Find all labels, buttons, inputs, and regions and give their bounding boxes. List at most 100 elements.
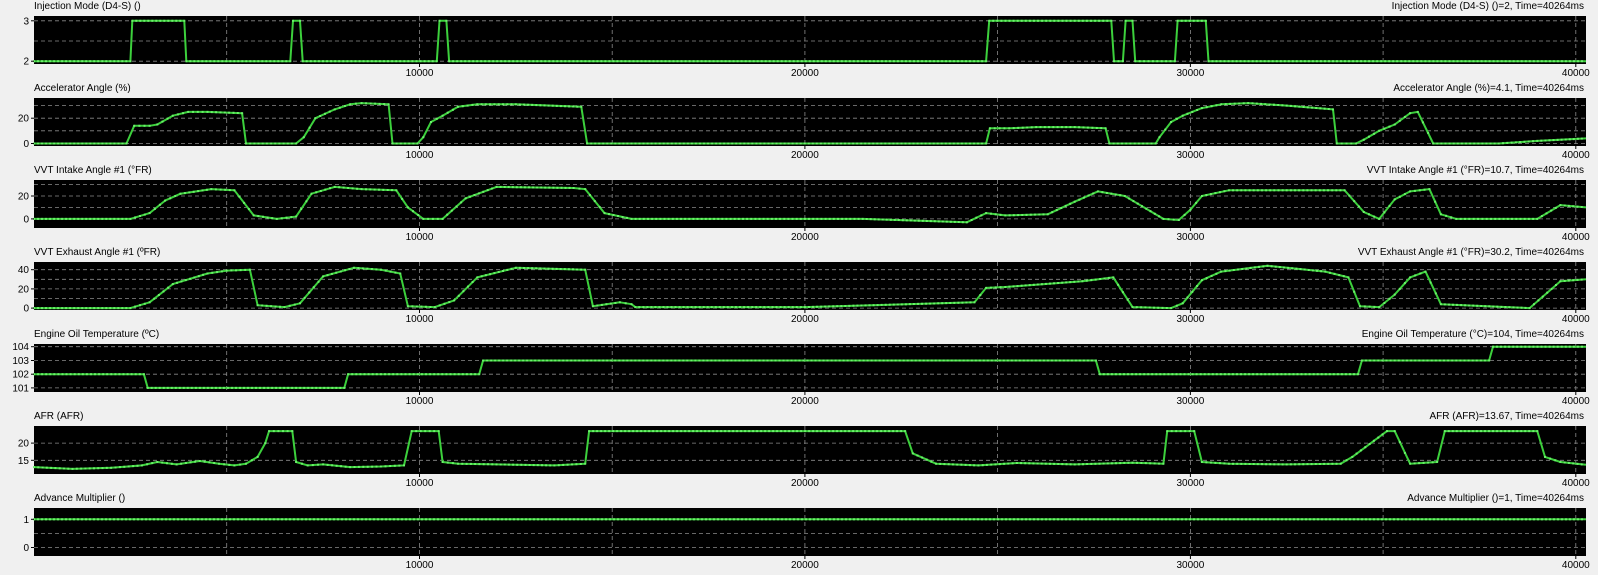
data-point	[45, 60, 47, 63]
data-point	[1393, 430, 1396, 433]
data-point	[101, 217, 104, 220]
data-point	[956, 463, 959, 466]
data-point	[1231, 60, 1234, 63]
data-point	[728, 430, 731, 433]
data-point	[1237, 268, 1239, 271]
data-point	[1523, 217, 1526, 220]
data-point	[1049, 518, 1051, 521]
data-point	[501, 518, 503, 521]
data-point	[114, 373, 117, 376]
data-point	[54, 467, 57, 470]
data-point	[985, 142, 988, 145]
data-point	[206, 272, 209, 275]
data-point	[166, 117, 169, 120]
data-point	[941, 220, 944, 223]
data-point	[121, 60, 124, 63]
data-point	[415, 430, 418, 433]
data-point	[1045, 518, 1047, 521]
data-point	[1385, 359, 1388, 362]
data-point	[1563, 204, 1566, 207]
data-point	[655, 217, 658, 220]
data-point	[634, 306, 637, 309]
data-point	[1239, 60, 1242, 63]
data-point	[184, 462, 187, 464]
data-point	[698, 359, 701, 362]
data-point	[1420, 60, 1423, 63]
data-point	[145, 518, 147, 521]
data-point	[484, 274, 487, 277]
data-point	[617, 215, 619, 217]
data-point	[1077, 280, 1080, 283]
data-point	[465, 373, 468, 376]
data-point	[1455, 430, 1458, 433]
data-point	[1577, 60, 1579, 63]
data-point	[865, 518, 867, 521]
data-point	[1101, 191, 1104, 194]
data-point	[1335, 142, 1338, 145]
data-point	[787, 217, 790, 220]
data-point	[189, 277, 192, 280]
data-point	[1416, 60, 1419, 63]
data-point	[153, 208, 156, 210]
data-point	[648, 430, 651, 433]
data-point	[261, 518, 263, 521]
data-point	[421, 518, 423, 521]
data-point	[768, 430, 771, 433]
data-point	[53, 373, 56, 376]
data-point	[708, 217, 711, 220]
data-point	[1515, 217, 1518, 220]
data-point	[57, 217, 60, 220]
chart-panel-advance-multiplier: Advance Multiplier () Advance Multiplier…	[0, 492, 1598, 575]
data-point	[1281, 189, 1284, 192]
data-point	[1473, 518, 1475, 521]
data-point	[373, 188, 376, 191]
data-point	[449, 518, 451, 521]
data-point	[362, 465, 365, 468]
data-point	[802, 359, 805, 362]
data-point	[751, 142, 754, 145]
data-point	[514, 359, 517, 362]
data-point	[335, 271, 338, 274]
data-point	[725, 518, 727, 521]
data-point	[126, 373, 129, 376]
data-point	[67, 467, 70, 470]
data-point	[1162, 217, 1165, 220]
data-point	[1184, 430, 1187, 433]
data-point	[812, 60, 815, 63]
data-point	[1481, 142, 1484, 145]
data-point	[1449, 518, 1451, 521]
data-point	[1021, 518, 1023, 521]
data-point	[730, 306, 733, 309]
data-point	[265, 518, 267, 521]
data-point	[365, 102, 368, 105]
data-point	[476, 60, 479, 63]
data-point	[233, 189, 236, 192]
data-point	[61, 373, 64, 376]
data-point	[322, 463, 325, 466]
data-point	[1232, 189, 1234, 192]
data-point	[888, 303, 891, 306]
data-point	[1265, 518, 1267, 521]
data-point	[586, 142, 589, 145]
data-point	[233, 60, 236, 63]
data-point	[235, 386, 237, 389]
data-point	[908, 60, 911, 63]
data-point	[1069, 463, 1072, 466]
data-point	[1279, 60, 1282, 63]
data-point	[1422, 461, 1425, 464]
data-point	[293, 518, 295, 521]
data-point	[378, 188, 380, 191]
data-point	[85, 518, 87, 521]
data-point	[1324, 60, 1326, 63]
data-point	[256, 455, 259, 458]
chart-panel-injection-mode: Injection Mode (D4-S) () Injection Mode …	[0, 0, 1598, 83]
data-point	[41, 307, 43, 310]
data-point	[869, 218, 872, 221]
